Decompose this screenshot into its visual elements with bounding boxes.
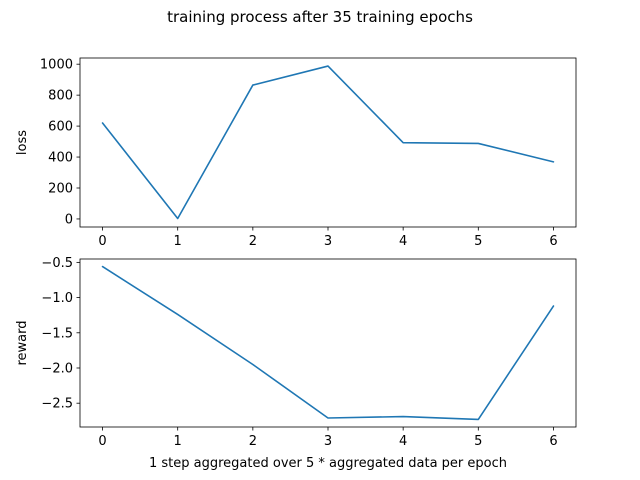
reward-xlabel: 1 step aggregated over 5 * aggregated da… xyxy=(149,456,507,471)
reward-subplot: 0 1 2 3 4 5 6 −2.5 −2.0 −1.5 −1.0 −0.5 reward 1 step … xyxy=(15,256,577,471)
reward-point-2 xyxy=(252,363,254,365)
reward-ytick-label: −1.5 xyxy=(41,326,73,341)
figure-suptitle: training process after 35 training epoch… xyxy=(167,8,473,26)
loss-xtick-label: 1 xyxy=(174,234,182,249)
loss-xtick-label: 6 xyxy=(549,234,557,249)
loss-point-4 xyxy=(402,141,404,143)
reward-ytick-label: −2.0 xyxy=(41,361,73,376)
reward-xtick-label: 4 xyxy=(399,434,407,449)
loss-point-1 xyxy=(177,217,179,219)
loss-subplot: 0 1 2 3 4 5 6 0 200 400 600 800 1000 loss xyxy=(15,57,577,249)
loss-ytick-label: 0 xyxy=(65,212,73,227)
reward-ytick-label: −0.5 xyxy=(41,256,73,271)
reward-point-1 xyxy=(177,313,179,315)
loss-xtick-label: 0 xyxy=(98,234,106,249)
reward-xtick-label: 6 xyxy=(549,434,557,449)
reward-point-6 xyxy=(552,305,554,307)
reward-xtick-label: 5 xyxy=(474,434,482,449)
reward-series-line xyxy=(101,265,555,421)
reward-xtick-label: 3 xyxy=(324,434,332,449)
loss-xtick-label: 2 xyxy=(249,234,257,249)
loss-ytick-label: 600 xyxy=(48,120,73,135)
reward-ytick-label: −1.0 xyxy=(41,291,73,306)
loss-ytick-label: 1000 xyxy=(40,58,73,73)
loss-xtick-label: 4 xyxy=(399,234,407,249)
loss-xtick-label: 5 xyxy=(474,234,482,249)
loss-ytick-label: 800 xyxy=(48,89,73,104)
reward-point-4 xyxy=(402,415,404,417)
loss-xtick-label: 3 xyxy=(324,234,332,249)
reward-point-0 xyxy=(101,265,103,267)
loss-ylabel: loss xyxy=(15,130,30,155)
loss-point-5 xyxy=(477,142,479,144)
reward-xtick-label: 0 xyxy=(98,434,106,449)
reward-point-3 xyxy=(327,417,329,419)
reward-xtick-label: 1 xyxy=(174,434,182,449)
loss-series-line xyxy=(101,65,555,220)
reward-point-5 xyxy=(477,418,479,420)
loss-ytick-label: 400 xyxy=(48,151,73,166)
loss-point-3 xyxy=(327,65,329,67)
loss-ytick-label: 200 xyxy=(48,182,73,197)
loss-point-0 xyxy=(101,122,103,124)
reward-ylabel: reward xyxy=(15,320,30,365)
loss-point-2 xyxy=(252,84,254,86)
loss-point-6 xyxy=(552,161,554,163)
reward-xtick-label: 2 xyxy=(249,434,257,449)
reward-ytick-label: −2.5 xyxy=(41,397,73,412)
